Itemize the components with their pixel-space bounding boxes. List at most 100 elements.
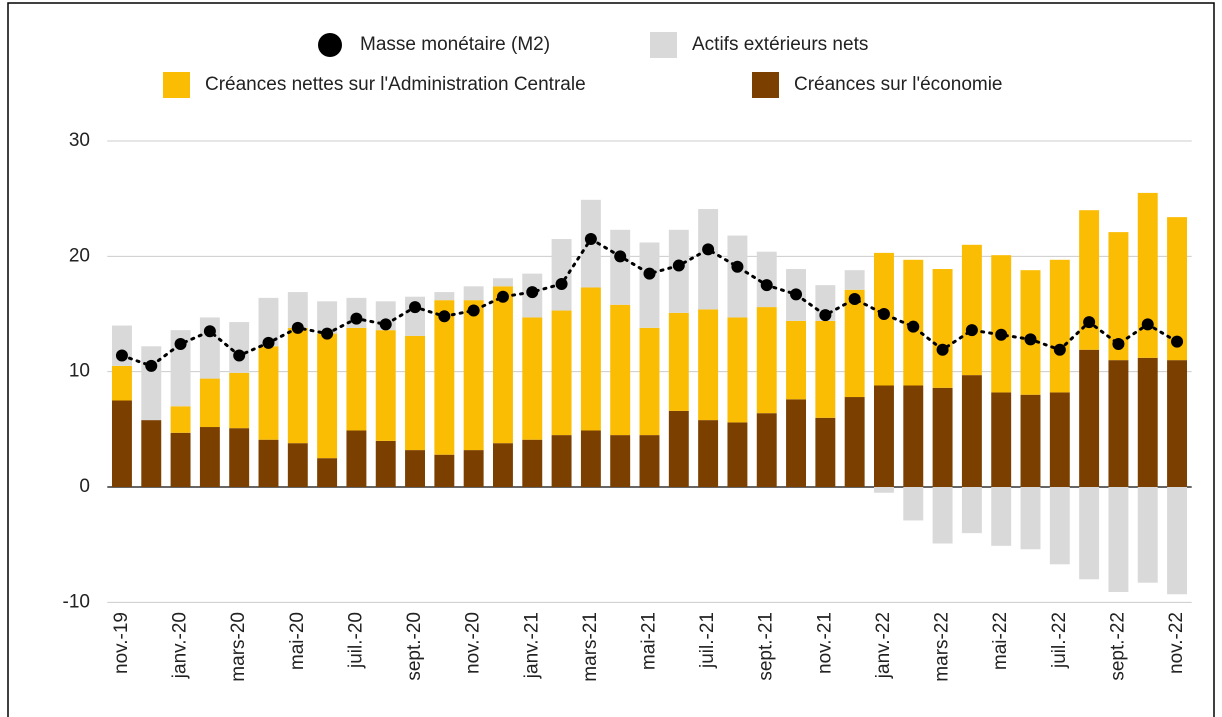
bar [434, 292, 455, 301]
x-tick-label: nov.-22 [1166, 612, 1187, 674]
line-point [555, 278, 568, 291]
bar [258, 439, 279, 487]
bar [786, 399, 807, 487]
line-point [291, 321, 304, 334]
bar [1020, 487, 1041, 550]
bar [1137, 357, 1158, 487]
bar [786, 320, 807, 400]
bar [522, 317, 543, 440]
line-point [790, 288, 803, 301]
bar [229, 372, 250, 429]
bar [492, 443, 513, 487]
line-point [848, 293, 861, 306]
bar [170, 406, 191, 433]
line-point [877, 308, 890, 320]
line-point [1171, 335, 1184, 348]
line-point [907, 320, 920, 333]
legend-item: Créances nettes sur l'Administration Cen… [163, 72, 586, 98]
bar [346, 327, 367, 431]
line-point [1141, 318, 1154, 331]
bar [317, 333, 338, 459]
bar [610, 435, 631, 487]
bar [756, 307, 777, 414]
bar [668, 410, 689, 487]
legend-label: Créances nettes sur l'Administration Cen… [205, 74, 586, 95]
bar [463, 300, 484, 451]
line-point [965, 324, 978, 337]
bar [199, 378, 220, 428]
x-tick-label: mai-22 [990, 612, 1011, 670]
line-point [731, 260, 744, 273]
line-point [115, 349, 128, 362]
bar [961, 244, 982, 376]
line-point [819, 309, 832, 322]
bar [551, 435, 572, 487]
bar [727, 235, 748, 318]
bar [1108, 487, 1129, 592]
bar [1049, 392, 1070, 487]
bar [229, 428, 250, 487]
y-tick-label: 20 [69, 245, 90, 266]
x-tick-label: janv.-22 [873, 612, 894, 679]
legend-marker [163, 72, 190, 98]
legend-label: Masse monétaire (M2) [360, 34, 550, 55]
bar [551, 310, 572, 436]
bar [1108, 232, 1129, 361]
bar [317, 301, 338, 334]
bar [1137, 487, 1158, 583]
x-tick-label: juil.-22 [1049, 612, 1070, 669]
legend-item: Créances sur l'économie [752, 72, 1003, 98]
bar [375, 440, 396, 487]
line-point [584, 233, 597, 246]
line-point [262, 336, 275, 349]
bar [463, 450, 484, 487]
bar [375, 330, 396, 441]
bar [844, 289, 865, 398]
line-point [321, 327, 334, 340]
line-point [936, 343, 949, 356]
legend-label: Créances sur l'économie [794, 74, 1003, 95]
line-point [995, 328, 1008, 341]
bar [1079, 210, 1100, 350]
bar [844, 270, 865, 290]
bar [815, 320, 836, 418]
bar [551, 239, 572, 311]
bar [991, 255, 1012, 393]
bar [932, 487, 953, 544]
line-point [1112, 337, 1125, 350]
x-tick-label: nov.-19 [111, 612, 132, 674]
x-tick-label: mars-21 [580, 612, 601, 682]
x-tick-label: janv.-21 [521, 612, 542, 679]
legend-label: Actifs extérieurs nets [692, 34, 868, 55]
bar [405, 335, 425, 451]
bar [405, 450, 425, 487]
bar [170, 330, 191, 407]
line-point [438, 310, 451, 323]
line-point [1083, 316, 1096, 329]
line-point [467, 304, 480, 317]
x-tick-label: mars-20 [228, 612, 249, 682]
legend-item: Masse monétaire (M2) [318, 33, 550, 57]
bar [610, 229, 631, 305]
legend-marker [650, 32, 677, 58]
bar [639, 435, 660, 487]
bar [610, 304, 631, 436]
bar [346, 430, 367, 487]
bar [170, 432, 191, 487]
bar [580, 287, 601, 431]
bar [434, 454, 455, 487]
bar [1108, 360, 1129, 487]
bar [1020, 270, 1041, 395]
bar [1049, 487, 1070, 565]
x-tick-label: mai-21 [639, 612, 660, 670]
bar [258, 297, 279, 347]
legend-marker [318, 33, 342, 57]
line-point [672, 259, 685, 272]
bar [727, 317, 748, 423]
legend-marker [752, 72, 779, 98]
y-tick-label: -10 [63, 591, 90, 612]
bar [932, 387, 953, 487]
line-point [1053, 343, 1066, 356]
x-tick-label: juil.-21 [697, 612, 718, 669]
